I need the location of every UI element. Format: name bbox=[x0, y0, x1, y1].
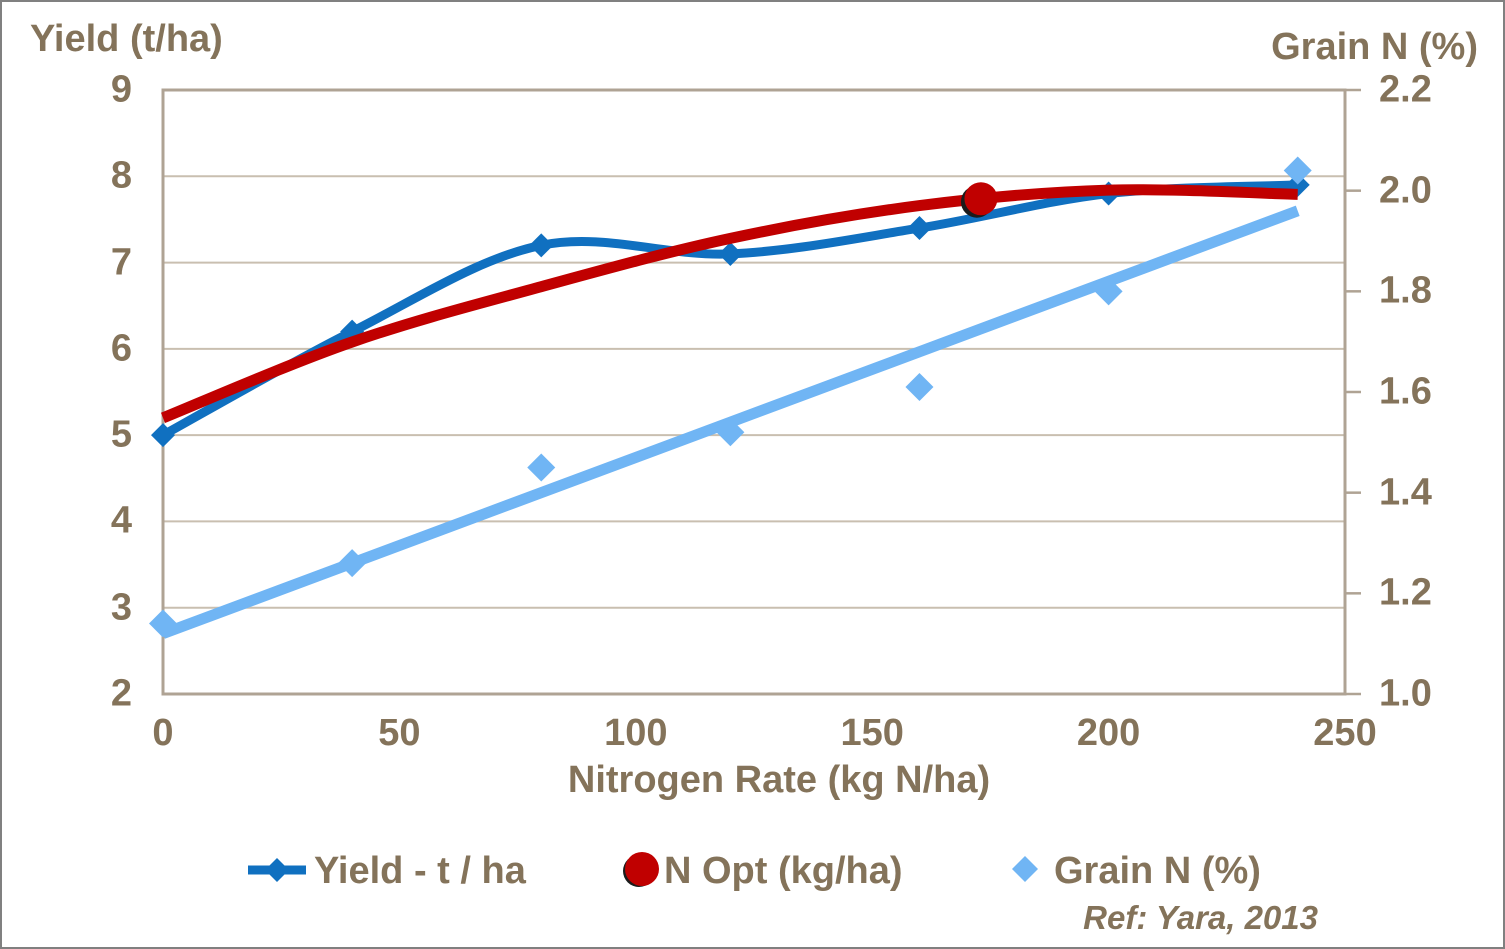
grain-n-marker bbox=[905, 372, 934, 401]
y-left-tick-label: 5 bbox=[110, 413, 132, 456]
yield-marker bbox=[529, 233, 554, 258]
n-opt-curve bbox=[160, 184, 1298, 423]
reference-note: Ref: Yara, 2013 bbox=[1083, 899, 1318, 936]
y-left-tick-label: 3 bbox=[110, 586, 132, 629]
y-right-tick-label: 1.0 bbox=[1379, 672, 1432, 715]
x-tick-label: 50 bbox=[378, 712, 421, 754]
x-tick-label: 250 bbox=[1313, 712, 1377, 754]
left-axis-title: Yield (t/ha) bbox=[30, 18, 223, 60]
y-left-tick-label: 8 bbox=[110, 154, 132, 197]
x-tick-label: 0 bbox=[152, 712, 174, 754]
yield-marker bbox=[907, 216, 932, 241]
grain-n-marker bbox=[527, 453, 556, 482]
x-tick-label: 150 bbox=[840, 712, 904, 754]
yield-marker bbox=[151, 423, 175, 448]
y-right-tick-label: 1.6 bbox=[1379, 370, 1432, 413]
grain-n-marker bbox=[149, 609, 177, 638]
grain-n-marker bbox=[716, 418, 745, 447]
y-right-tick-label: 1.8 bbox=[1379, 269, 1432, 312]
legend-label-yield: Yield - t / ha bbox=[314, 850, 526, 892]
x-axis-title: Nitrogen Rate (kg N/ha) bbox=[567, 759, 991, 801]
y-left-tick-label: 9 bbox=[110, 68, 132, 111]
yield-legend-diamond-marker bbox=[265, 858, 289, 882]
y-right-tick-label: 1.2 bbox=[1379, 571, 1432, 614]
y-left-tick-label: 4 bbox=[110, 499, 132, 542]
legend-label-grain-n: Grain N (%) bbox=[1054, 850, 1261, 892]
grain-n-marker bbox=[338, 549, 367, 578]
y-left-tick-label: 6 bbox=[110, 327, 132, 370]
right-axis-title: Grain N (%) bbox=[1271, 26, 1478, 68]
grain-n-marker bbox=[1283, 156, 1312, 185]
y-left-tick-label: 2 bbox=[110, 672, 132, 715]
x-tick-label: 200 bbox=[1076, 712, 1141, 754]
grain-n-marker bbox=[1094, 277, 1123, 306]
plot-border bbox=[161, 88, 1347, 696]
y-right-tick-label: 2.0 bbox=[1379, 169, 1432, 212]
y-right-tick-label: 1.4 bbox=[1379, 471, 1432, 514]
yield-marker bbox=[718, 241, 743, 266]
n-opt-legend-circle-marker bbox=[625, 852, 659, 886]
y-left-tick-label: 7 bbox=[110, 241, 132, 284]
legend-label-n-opt: N Opt (kg/ha) bbox=[664, 850, 903, 892]
x-tick-label: 100 bbox=[604, 712, 668, 754]
yield-line bbox=[160, 180, 1298, 440]
y-right-tick-label: 2.2 bbox=[1379, 68, 1432, 111]
n-opt-marker bbox=[964, 182, 998, 216]
grain-n-legend-diamond-marker bbox=[1012, 856, 1038, 882]
